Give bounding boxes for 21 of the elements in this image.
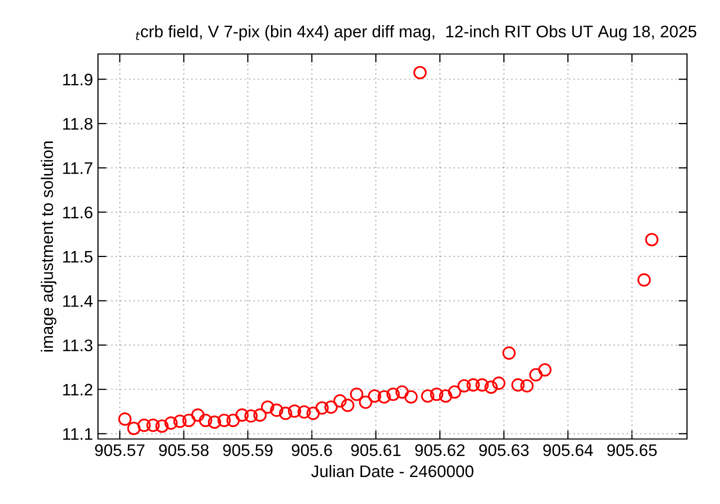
y-tick-label: 11.2 — [63, 384, 92, 396]
x-tick-label: 905.58 — [159, 444, 209, 456]
y-tick-label: 11.3 — [63, 339, 92, 352]
x-tick-label: 905.59 — [223, 444, 273, 456]
y-tick-label: 11.4 — [63, 295, 93, 307]
y-tick-label: 11.9 — [63, 74, 92, 86]
x-tick-label: 905.61 — [351, 444, 401, 456]
x-tick-label: 905.65 — [607, 444, 657, 456]
y-tick-label: 11.7 — [63, 162, 92, 174]
y-tick-label: 11.5 — [63, 251, 92, 263]
y-tick-label: 11.1 — [63, 428, 92, 440]
x-tick-label: 905.62 — [415, 444, 465, 456]
x-tick-label: 905.63 — [479, 444, 529, 456]
y-tick-label: 11.8 — [63, 118, 92, 130]
y-axis-title: image adjustment to solution — [40, 141, 56, 352]
x-tick-label: 905.64 — [543, 444, 593, 456]
x-axis-title: Julian Date - 2460000 — [311, 464, 474, 478]
y-tick-label: 11.6 — [63, 206, 92, 218]
x-tick-label: 905.6 — [292, 444, 332, 456]
x-tick-label: 905.57 — [95, 444, 144, 456]
chart-title: $_{t}$crb field, V 7-pix (bin 4x4) aper diff mag, 12-inch RIT Obs UT Aug 18, 2025 — [136, 25, 696, 41]
